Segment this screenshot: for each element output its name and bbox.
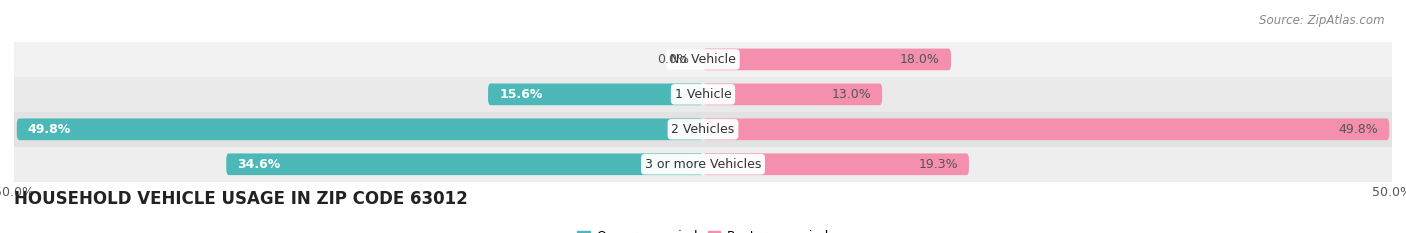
Legend: Owner-occupied, Renter-occupied: Owner-occupied, Renter-occupied <box>572 225 834 233</box>
Text: HOUSEHOLD VEHICLE USAGE IN ZIP CODE 63012: HOUSEHOLD VEHICLE USAGE IN ZIP CODE 6301… <box>14 190 468 208</box>
Text: 3 or more Vehicles: 3 or more Vehicles <box>645 158 761 171</box>
FancyBboxPatch shape <box>703 118 1389 140</box>
Text: Source: ZipAtlas.com: Source: ZipAtlas.com <box>1260 14 1385 27</box>
Text: 13.0%: 13.0% <box>831 88 872 101</box>
Bar <box>14 147 1392 182</box>
FancyBboxPatch shape <box>703 153 969 175</box>
FancyBboxPatch shape <box>488 83 703 105</box>
Text: 0.0%: 0.0% <box>657 53 689 66</box>
Text: 1 Vehicle: 1 Vehicle <box>675 88 731 101</box>
Text: 19.3%: 19.3% <box>918 158 957 171</box>
Bar <box>14 77 1392 112</box>
Bar <box>14 42 1392 77</box>
Text: No Vehicle: No Vehicle <box>671 53 735 66</box>
Text: 2 Vehicles: 2 Vehicles <box>672 123 734 136</box>
Bar <box>14 112 1392 147</box>
FancyBboxPatch shape <box>17 118 703 140</box>
FancyBboxPatch shape <box>226 153 703 175</box>
Text: 49.8%: 49.8% <box>1339 123 1378 136</box>
Text: 15.6%: 15.6% <box>499 88 543 101</box>
Text: 18.0%: 18.0% <box>900 53 941 66</box>
Text: 49.8%: 49.8% <box>28 123 72 136</box>
Text: 34.6%: 34.6% <box>238 158 281 171</box>
FancyBboxPatch shape <box>703 49 950 70</box>
FancyBboxPatch shape <box>703 83 882 105</box>
